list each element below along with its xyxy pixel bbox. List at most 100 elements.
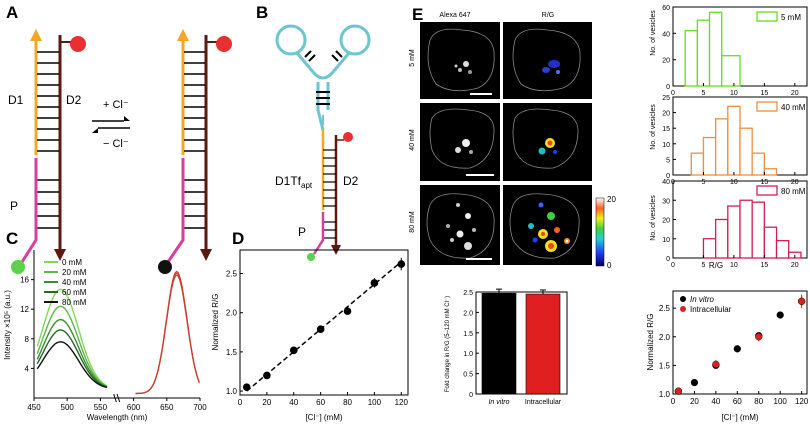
label-d1: D1	[8, 93, 24, 107]
d-xtick-label: 20	[262, 398, 271, 407]
escatter-legend-label: Intracellular	[690, 305, 732, 314]
c-xtick-label: 700	[193, 403, 207, 412]
forward-label: + Cl⁻	[103, 99, 129, 111]
panel-d: D 0 20 40 60 80 100 120 1.0 1.5 2.0 2.5 [Cl⁻] (mM)…	[211, 229, 409, 422]
d-xtick-label: 80	[343, 398, 352, 407]
c-legend-label: 20 mM	[62, 268, 87, 277]
ebar-ytick-label: 2.0	[463, 310, 473, 317]
hist-ytick-label: 30	[662, 198, 670, 205]
hist-xtick-label: 15	[760, 179, 768, 186]
row-label-5mm: 5 mM	[409, 49, 416, 67]
hist-bar	[751, 201, 766, 259]
c-axis-break	[113, 393, 117, 403]
escatter-legend-marker	[680, 306, 686, 312]
label-d2: D2	[66, 93, 82, 107]
c-ytick-label: 12	[20, 305, 29, 314]
d-point	[397, 260, 406, 268]
ebar-category: Intracellular	[525, 399, 562, 406]
escatter-point	[733, 345, 741, 353]
panel-label-c: C	[6, 229, 18, 248]
d-ytick-label: 2.0	[226, 309, 238, 318]
hist-xtick-label: 15	[760, 262, 768, 269]
hist-ytick-label: 20	[662, 218, 670, 225]
escatter-xtick-label: 0	[671, 397, 676, 406]
panel-a: A D1 D2 P	[6, 3, 232, 274]
escatter-ytick-label: 2.0	[659, 333, 671, 342]
ebar-ytick-label: 0	[469, 392, 473, 399]
hist-xlabel: R/G	[709, 261, 723, 270]
escatter-legend-marker	[680, 296, 686, 302]
hist-bar	[739, 127, 753, 176]
escatter-point	[798, 297, 806, 305]
hist-xtick-label: 10	[730, 262, 738, 269]
hist-legend-swatch	[756, 11, 778, 22]
duplex-left: D1 D2 P	[8, 29, 86, 274]
d-ytick-label: 1.5	[226, 348, 238, 357]
micro-rg-5mm	[503, 22, 592, 99]
label-d1tf: D1Tfapt	[275, 174, 313, 190]
c-xtick-label: 650	[160, 403, 174, 412]
ebar-bar	[525, 293, 561, 395]
panel-e-bar: 0 0.5 1.0 1.5 2.0 2.5 In vitro Intracellular Fo…	[445, 288, 568, 406]
d-ytick-label: 2.5	[226, 270, 238, 279]
escatter-ytick-label: 1.0	[659, 390, 671, 399]
c-xlabel: Wavelength (nm)	[87, 413, 148, 422]
c-green-curve	[36, 288, 108, 387]
row-label-80mm: 80 mM	[409, 211, 416, 233]
d-point	[343, 307, 352, 315]
escatter-legend-label: In vitro	[690, 295, 715, 304]
d-point	[289, 346, 298, 355]
hist-bar	[708, 11, 723, 87]
hist-bar	[727, 205, 741, 259]
red-fluorophore-right	[216, 36, 232, 52]
micro-alexa-5mm	[420, 22, 500, 99]
panel-label-e: E	[412, 5, 423, 24]
d-xlabel: [Cl⁻] (mM)	[305, 413, 342, 422]
aptamer-structure	[275, 24, 371, 131]
panel-e-scatter: 0 20 40 60 80 100 120 1.0 1.5 2.0 2.5 In vitroIntra…	[646, 290, 809, 422]
panel-e-images: E Alexa 647 R/G 5 mM 40 mM 80 mM	[409, 5, 616, 270]
ebar-ytick-label: 2.5	[463, 290, 473, 297]
micro-alexa-40mm	[420, 103, 500, 181]
c-ytick-label: 8	[25, 335, 30, 344]
ebar-category: In vitro	[488, 399, 509, 406]
escatter-point	[690, 378, 699, 387]
row-label-40mm: 40 mM	[409, 129, 416, 151]
hist-xtick-label: 15	[760, 90, 768, 97]
micro-alexa-80mm	[420, 185, 500, 265]
c-ylabel: Intensity ×10⁵ (a.u.)	[3, 290, 12, 360]
c-green-curve	[36, 341, 108, 389]
hist-ytick-label: 60	[662, 5, 670, 12]
c-legend-label: 80 mM	[62, 298, 87, 307]
hist-legend-swatch	[756, 101, 778, 112]
escatter-xtick-label: 120	[795, 397, 809, 406]
quenched-fluorophore	[158, 260, 172, 274]
hist-ytick-label: 20	[662, 58, 670, 65]
d-xtick-label: 100	[368, 398, 382, 407]
c-red-curve	[135, 272, 200, 395]
label-b-p: P	[298, 225, 306, 239]
hist-bar	[721, 55, 741, 87]
c-red-curve	[135, 270, 200, 395]
hist-bar	[763, 226, 778, 259]
c-ytick-label: 16	[20, 276, 29, 285]
escatter-xlabel: [Cl⁻] (mM)	[721, 413, 758, 422]
hist-xtick-label: 10	[730, 90, 738, 97]
escatter-xtick-label: 60	[733, 397, 742, 406]
hist-bar	[739, 199, 753, 259]
hist-xtick-label: 10	[730, 179, 738, 186]
c-legend-label: 40 mM	[62, 278, 87, 287]
ebar-ytick-label: 0.5	[463, 372, 473, 379]
hist-legend-label: 80 mM	[781, 187, 806, 196]
hist-xtick-label: 5	[702, 179, 706, 186]
hist-ytick-label: 15	[662, 126, 670, 133]
d-ytick-label: 1.0	[226, 387, 238, 396]
d-fit-line	[246, 261, 402, 392]
c-xtick-label: 550	[94, 403, 108, 412]
colorbar	[595, 197, 605, 267]
hist-ytick-label: 0	[666, 256, 670, 263]
c-legend-label: 60 mM	[62, 288, 87, 297]
hist-bar	[690, 152, 705, 176]
escatter-point	[712, 360, 720, 368]
